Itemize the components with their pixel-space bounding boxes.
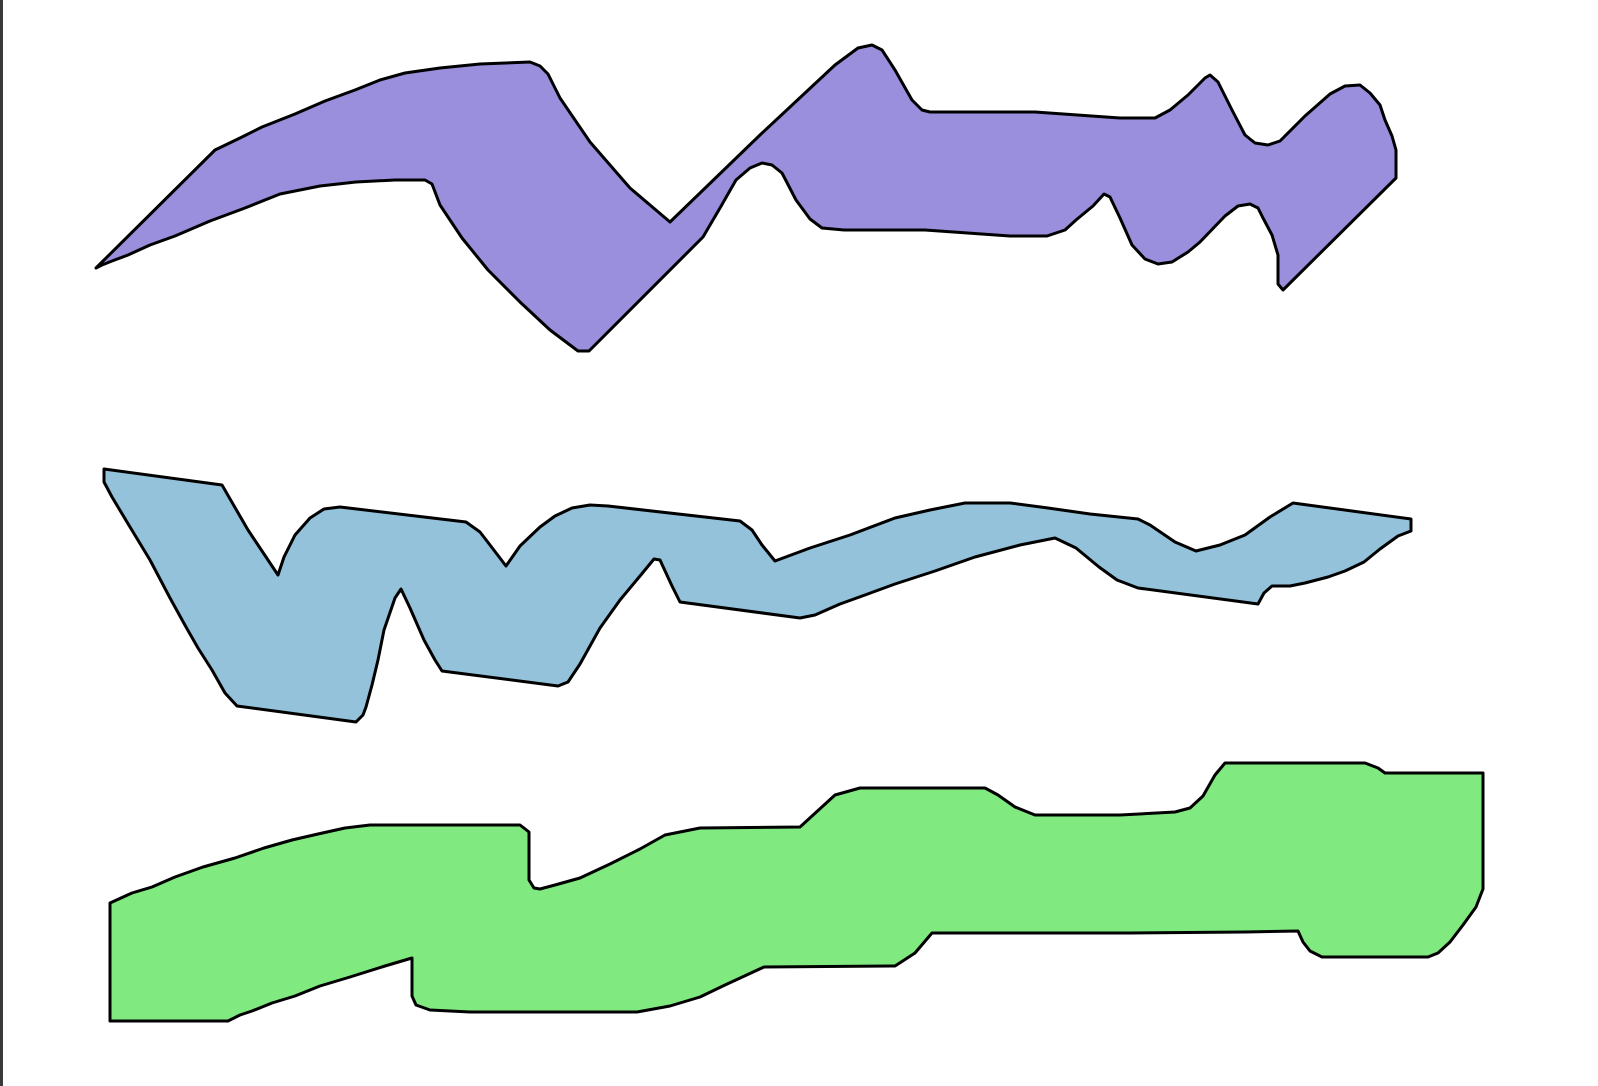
frame-left-edge bbox=[0, 0, 3, 1086]
blue-shape bbox=[102, 467, 1413, 724]
purple-shape bbox=[94, 43, 1398, 353]
green-shape bbox=[108, 761, 1485, 1023]
